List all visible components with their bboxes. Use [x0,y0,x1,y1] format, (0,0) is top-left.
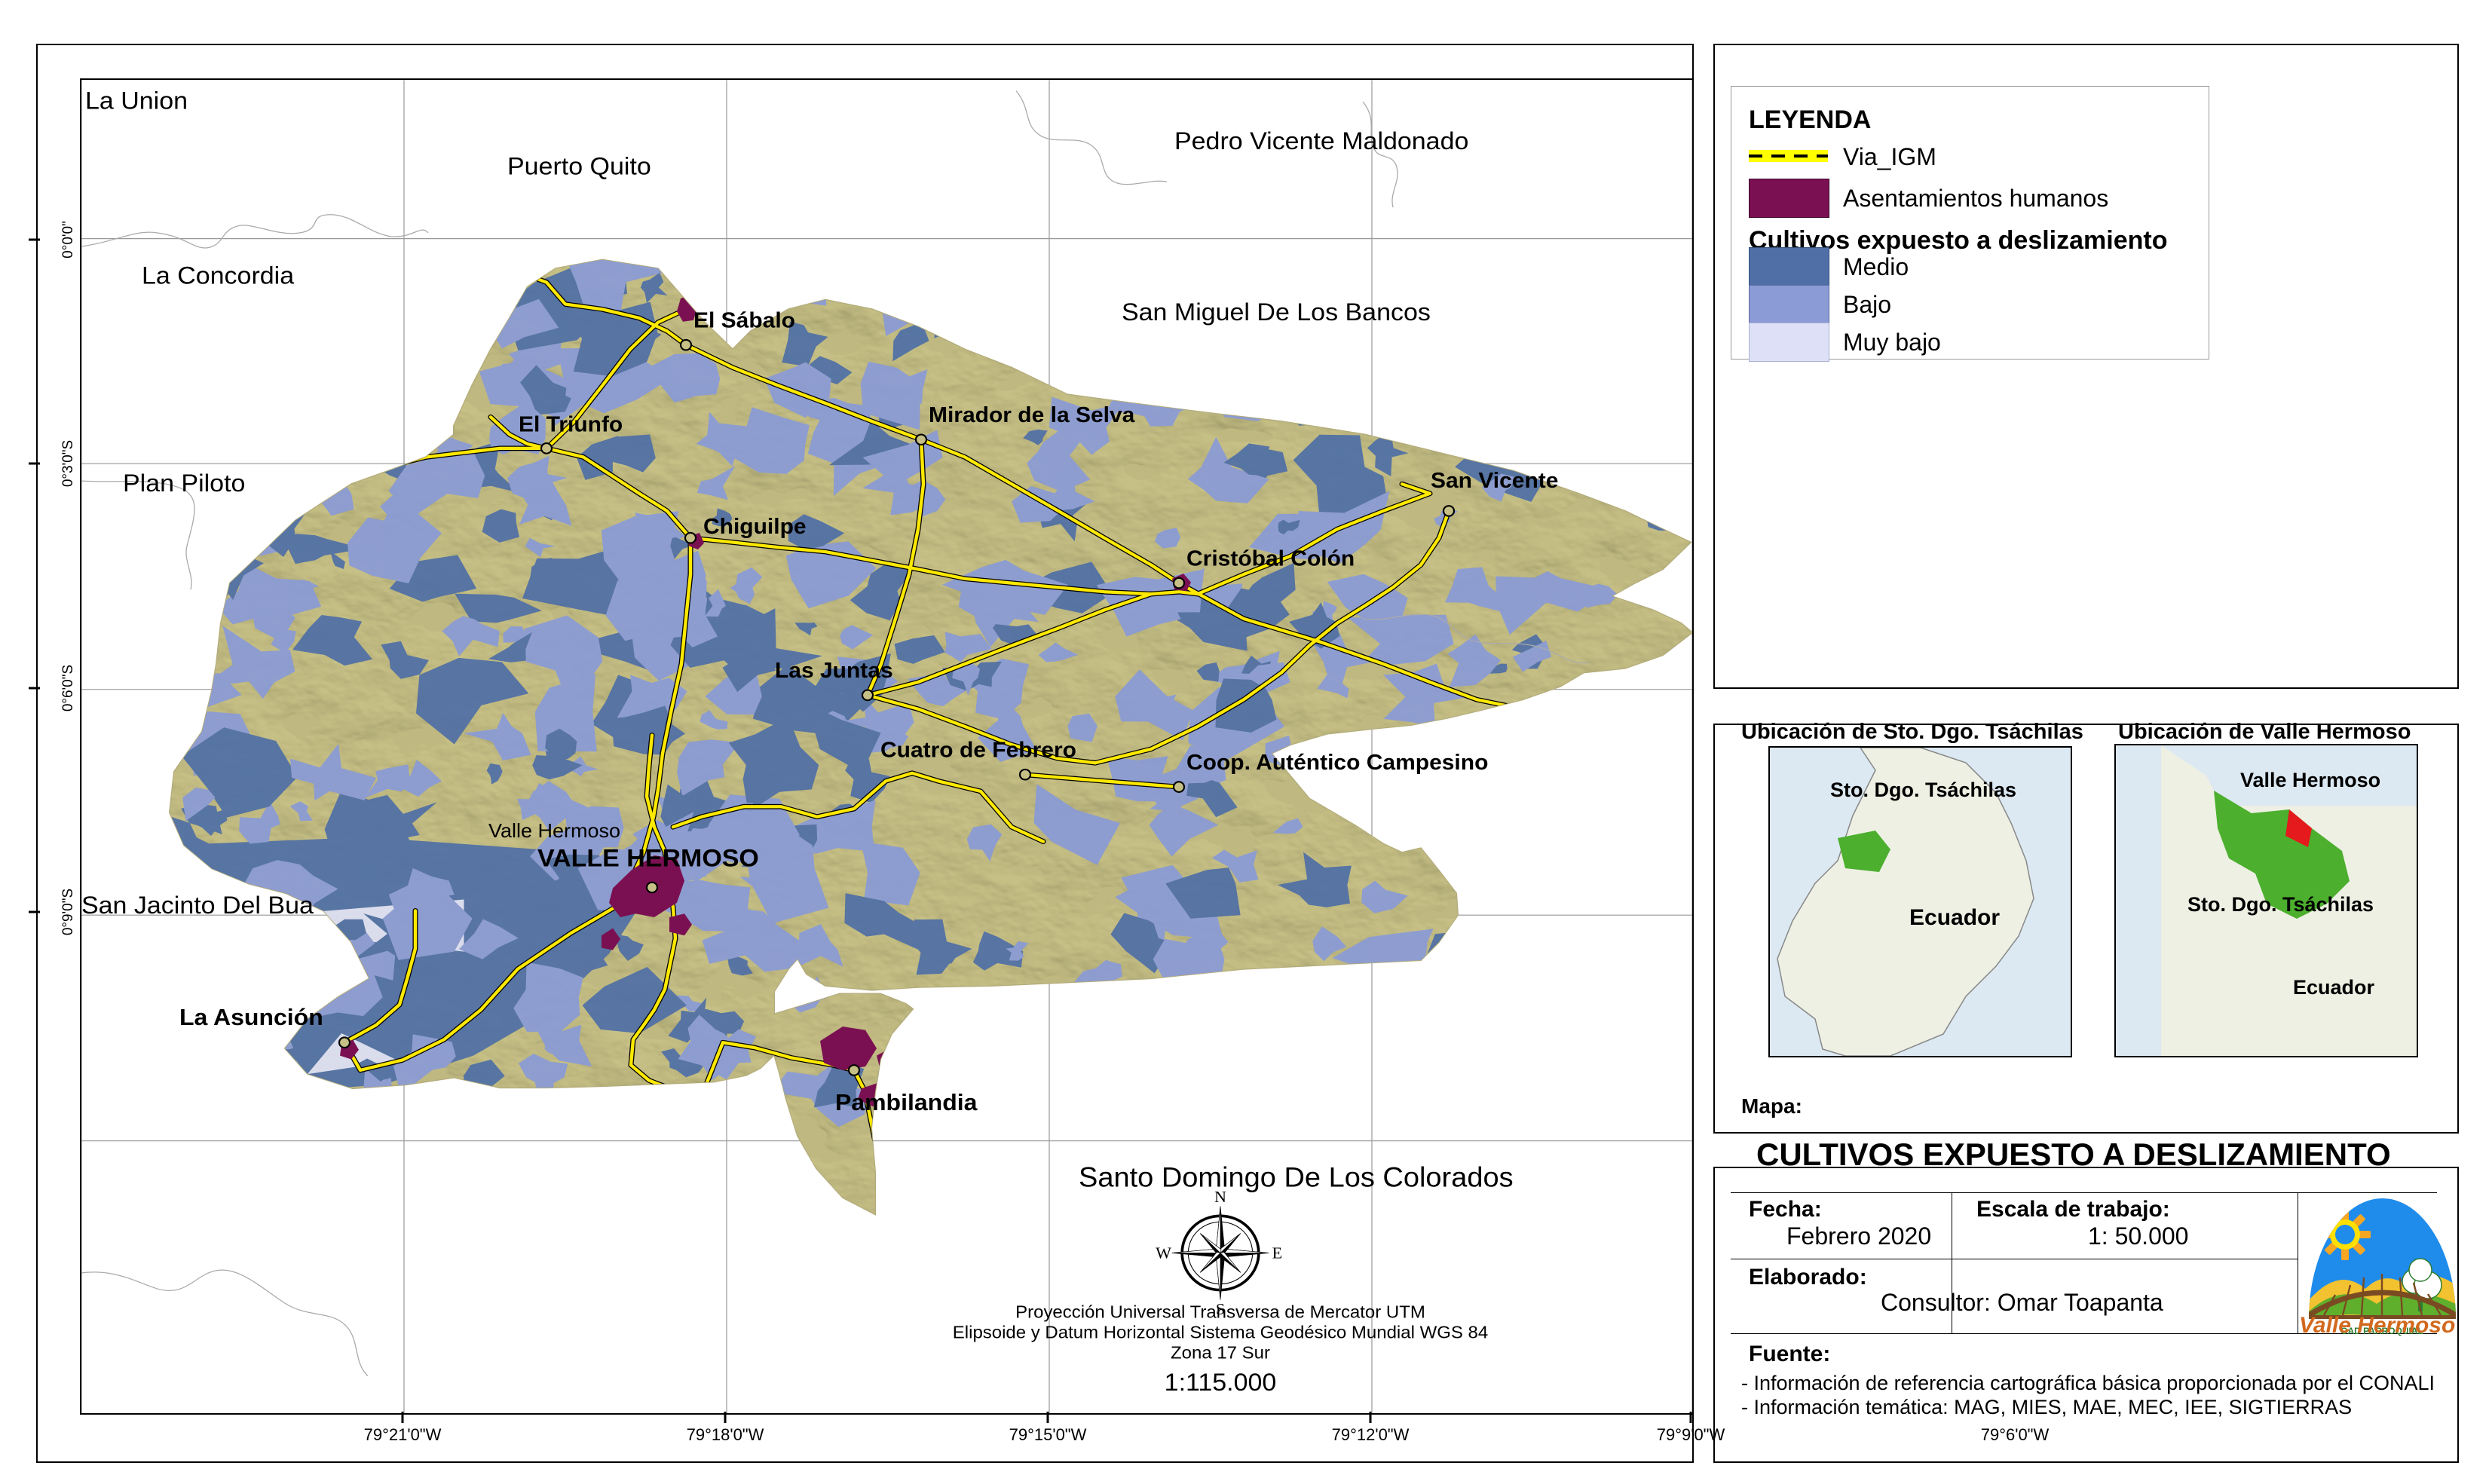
svg-text:Ecuador: Ecuador [2293,976,2375,999]
svg-text:Mirador de la Selva: Mirador de la Selva [929,403,1135,427]
svg-text:0°0'0": 0°0'0" [60,221,76,259]
svg-text:Proyección Universal Transvers: Proyección Universal Transversa de Merca… [1015,1302,1425,1322]
svg-text:Santo Domingo De Los Colorados: Santo Domingo De Los Colorados [1079,1161,1514,1192]
svg-text:La Asunción: La Asunción [179,1005,323,1030]
svg-text:Cuatro de Febrero: Cuatro de Febrero [880,738,1076,762]
svg-text:Coop. Auténtico Campesino: Coop. Auténtico Campesino [1186,750,1488,774]
svg-text:Plan Piloto: Plan Piloto [123,470,245,497]
svg-text:79°21'0"W: 79°21'0"W [364,1425,442,1444]
svg-text:Valle Hermoso: Valle Hermoso [488,819,620,841]
svg-text:W: W [1156,1244,1171,1262]
svg-text:Sto. Dgo. Tsáchilas: Sto. Dgo. Tsáchilas [2187,893,2374,916]
svg-text:0°6'0"S: 0°6'0"S [60,665,76,711]
svg-text:Puerto Quito: Puerto Quito [507,153,651,180]
svg-text:Valle Hermoso: Valle Hermoso [2240,769,2380,791]
svg-text:Las Juntas: Las Juntas [775,659,893,683]
svg-text:1:115.000: 1:115.000 [1165,1369,1277,1397]
svg-text:Ecuador: Ecuador [1909,905,2000,930]
svg-text:La Concordia: La Concordia [142,262,295,289]
svg-text:San Vicente: San Vicente [1431,468,1558,492]
svg-text:El Sábalo: El Sábalo [693,308,795,332]
svg-text:Pedro Vicente Maldonado: Pedro Vicente Maldonado [1174,127,1468,155]
svg-text:Sto. Dgo. Tsáchilas: Sto. Dgo. Tsáchilas [1830,779,2016,801]
svg-text:Zona 17 Sur: Zona 17 Sur [1171,1343,1270,1363]
svg-text:Pambilandia: Pambilandia [835,1090,978,1115]
svg-text:Chiguilpe: Chiguilpe [703,514,807,538]
svg-text:0°3'0"S: 0°3'0"S [60,440,76,487]
svg-text:79°6'0"W: 79°6'0"W [1981,1425,2050,1444]
svg-text:N: N [1214,1188,1226,1206]
svg-text:0°9'0"S: 0°9'0"S [60,889,76,935]
svg-text:79°15'0"W: 79°15'0"W [1009,1425,1087,1444]
svg-text:79°9'0"W: 79°9'0"W [1657,1425,1725,1444]
svg-text:79°18'0"W: 79°18'0"W [687,1425,764,1444]
svg-text:79°12'0"W: 79°12'0"W [1332,1425,1410,1444]
svg-text:Cristóbal Colón: Cristóbal Colón [1186,546,1355,571]
svg-text:Elipsoide y Datum Horizontal S: Elipsoide y Datum Horizontal Sistema Geo… [953,1323,1488,1342]
svg-text:VALLE HERMOSO: VALLE HERMOSO [537,845,759,872]
svg-text:San Miguel De Los Bancos: San Miguel De Los Bancos [1122,298,1431,326]
svg-text:El Triunfo: El Triunfo [519,412,623,436]
svg-text:San Jacinto Del Bua: San Jacinto Del Bua [81,892,314,919]
svg-text:La Union: La Union [85,87,188,115]
svg-text:E: E [1272,1244,1283,1262]
